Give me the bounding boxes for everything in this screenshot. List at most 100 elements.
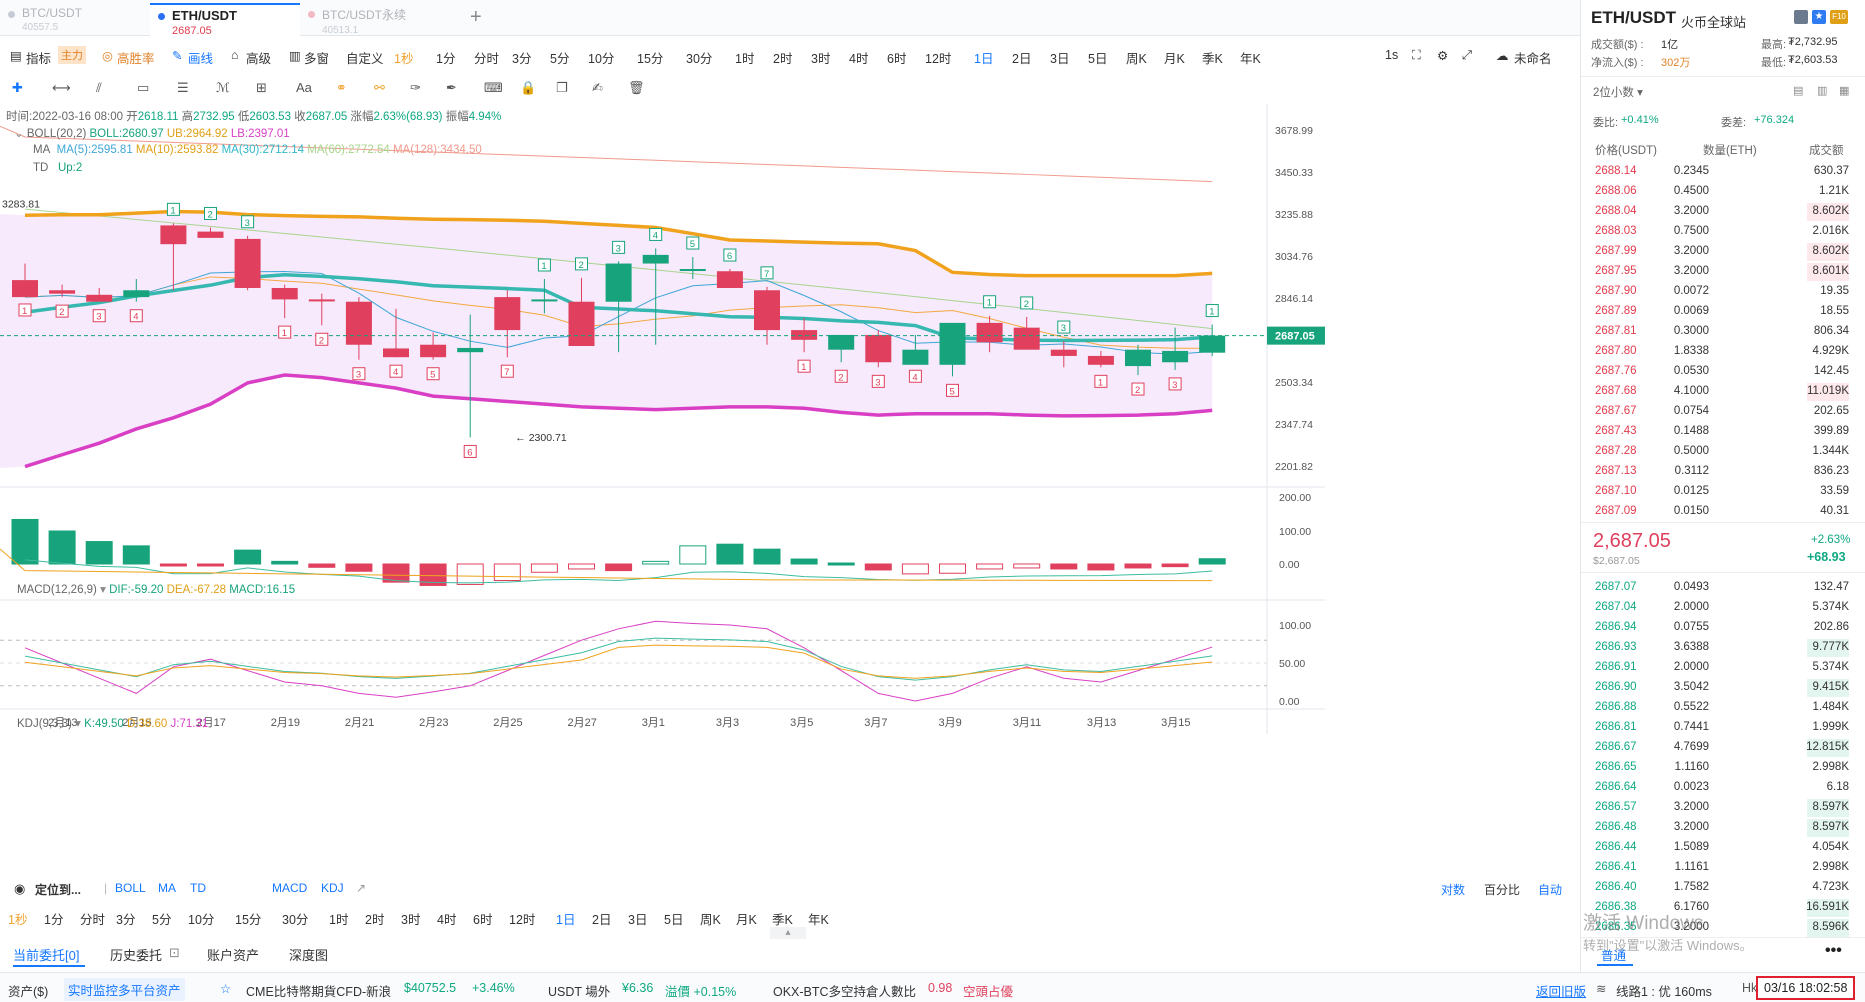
ask-row[interactable]: 2688.14 0.2345 630.37 [1581, 162, 1849, 182]
f10-icon[interactable]: F10 [1830, 10, 1848, 24]
tf-button[interactable]: 12时 [925, 52, 952, 66]
rectangle-icon[interactable]: ▭ [137, 80, 150, 95]
tf-button[interactable]: 15分 [637, 52, 664, 66]
bid-row[interactable]: 2686.65 1.1160 2.998K [1581, 758, 1849, 778]
bid-row[interactable]: 2686.64 0.0023 6.18 [1581, 778, 1849, 798]
crosshair-icon[interactable]: ✚ [12, 80, 23, 95]
timeframe-button[interactable]: 5分 [152, 913, 172, 927]
bid-row[interactable]: 2686.40 1.7582 4.723K [1581, 878, 1849, 898]
more-icon[interactable]: ••• [1825, 942, 1842, 959]
tf-button[interactable]: 年K [1240, 52, 1261, 66]
parallel-lines-icon[interactable]: ☰ [177, 80, 189, 95]
timeframe-button[interactable]: 12时 [509, 913, 536, 927]
tf-button[interactable]: 月K [1164, 52, 1185, 66]
tf-button[interactable]: 3时 [811, 52, 831, 66]
timeframe-button[interactable]: 1时 [329, 913, 349, 927]
tf-button[interactable]: 4时 [849, 52, 869, 66]
timeframe-button[interactable]: 3日 [628, 913, 648, 927]
ask-row[interactable]: 2687.90 0.0072 19.35 [1581, 282, 1849, 302]
interval-readout[interactable]: 1s [1385, 48, 1399, 62]
horizontal-line-icon[interactable]: ⟷ [52, 80, 71, 95]
add-tab-icon[interactable]: + [470, 6, 482, 28]
log-scale-button[interactable]: 对数 [1441, 883, 1466, 897]
ask-row[interactable]: 2687.43 0.1488 399.89 [1581, 422, 1849, 442]
timeframe-button[interactable]: 2日 [592, 913, 612, 927]
ask-row[interactable]: 2687.89 0.0069 18.55 [1581, 302, 1849, 322]
link-icon[interactable]: ⚯ [374, 80, 385, 95]
ask-row[interactable]: 2687.95 3.2000 8.601K [1581, 262, 1849, 282]
ask-row[interactable]: 2687.28 0.5000 1.344K [1581, 442, 1849, 462]
trash-icon[interactable]: 🗑 [628, 80, 645, 95]
ask-row[interactable]: 2687.10 0.0125 33.59 [1581, 482, 1849, 502]
custom-button[interactable]: 自定义 [346, 52, 384, 66]
brush-icon[interactable]: ✑ [410, 80, 421, 95]
bid-row[interactable]: 2686.90 3.5042 9.415K [1581, 678, 1849, 698]
copy-icon[interactable]: ❐ [556, 80, 568, 95]
tab-btc-usdt[interactable]: BTC/USDT 40557.5 [0, 3, 150, 36]
win-rate-button[interactable]: 高胜率 [117, 52, 155, 66]
tf-button[interactable]: 6时 [887, 52, 907, 66]
timeframe-button[interactable]: 4时 [437, 913, 457, 927]
bid-row[interactable]: 2687.04 2.0000 5.374K [1581, 598, 1849, 618]
indicator-button[interactable]: 指标 [26, 52, 52, 66]
draw-button[interactable]: 画线 [188, 52, 214, 66]
tf-button[interactable]: 1时 [735, 52, 755, 66]
account-assets-tab[interactable]: 账户资产 [207, 948, 260, 963]
timeframe-button[interactable]: 月K [736, 913, 757, 927]
edit-indicator-icon[interactable]: ↗ [356, 881, 367, 895]
timeframe-button[interactable]: 6时 [473, 913, 493, 927]
tf-button[interactable]: 30分 [686, 52, 713, 66]
tab-btc-perp[interactable]: BTC/USDT永续 40513.1 [300, 3, 450, 36]
timeframe-button[interactable]: 10分 [188, 913, 215, 927]
ask-row[interactable]: 2687.99 3.2000 8.602K [1581, 242, 1849, 262]
main-force-badge[interactable]: 主力 [58, 46, 86, 64]
history-orders-tab[interactable]: 历史委托 [110, 948, 163, 963]
bid-row[interactable]: 2687.07 0.0493 132.47 [1581, 578, 1849, 598]
bid-row[interactable]: 2686.91 2.0000 5.374K [1581, 658, 1849, 678]
ask-row[interactable]: 2688.06 0.4500 1.21K [1581, 182, 1849, 202]
ask-row[interactable]: 2687.81 0.3000 806.34 [1581, 322, 1849, 342]
td-toggle[interactable]: TD [190, 881, 206, 895]
ask-row[interactable]: 2687.68 4.1000 11.019K [1581, 382, 1849, 402]
tf-button[interactable]: 5分 [550, 52, 570, 66]
tf-button[interactable]: 季K [1202, 52, 1223, 66]
bid-row[interactable]: 2686.88 0.5522 1.484K [1581, 698, 1849, 718]
bid-row[interactable]: 2686.57 3.2000 8.597K [1581, 798, 1849, 818]
timeframe-button[interactable]: 30分 [282, 913, 309, 927]
bid-row[interactable]: 2686.93 3.6388 9.777K [1581, 638, 1849, 658]
bid-row[interactable]: 2686.67 4.7699 12.815K [1581, 738, 1849, 758]
old-version-link[interactable]: 返回旧版 [1536, 985, 1587, 999]
tf-button[interactable]: 10分 [588, 52, 615, 66]
pen-icon[interactable]: ✒ [446, 80, 457, 95]
boll-toggle[interactable]: BOLL [115, 881, 146, 895]
macd-toggle[interactable]: MACD [272, 881, 308, 895]
bid-row[interactable]: 2686.44 1.5089 4.054K [1581, 838, 1849, 858]
ask-row[interactable]: 2688.03 0.7500 2.016K [1581, 222, 1849, 242]
book-bids-icon[interactable]: ▥ [1817, 85, 1828, 97]
bid-row[interactable]: 2686.48 3.2000 8.597K [1581, 818, 1849, 838]
share-icon[interactable] [1794, 10, 1808, 24]
tf-button[interactable]: 3日 [1050, 52, 1070, 66]
edit-icon[interactable]: ✍ [592, 80, 603, 95]
book-asks-icon[interactable]: ▦ [1839, 85, 1850, 97]
percent-scale-button[interactable]: 百分比 [1484, 883, 1521, 897]
tf-1s[interactable]: 1秒 [394, 52, 414, 66]
star-icon[interactable]: ☆ [220, 982, 232, 996]
export-icon[interactable]: ⊡ [169, 945, 180, 960]
settings-icon[interactable]: ⚙ [1437, 49, 1449, 63]
tf-button[interactable]: 分时 [474, 52, 500, 66]
locate-button[interactable]: 定位到... [35, 883, 82, 897]
timeframe-button[interactable]: 2时 [365, 913, 385, 927]
bid-row[interactable]: 2686.94 0.0755 202.86 [1581, 618, 1849, 638]
ask-row[interactable]: 2688.04 3.2000 8.602K [1581, 202, 1849, 222]
tf-button[interactable]: 3分 [512, 52, 532, 66]
tf-button[interactable]: 5日 [1088, 52, 1108, 66]
text-icon[interactable]: Aa [296, 80, 312, 95]
auto-scale-button[interactable]: 自动 [1538, 883, 1563, 897]
expand-icon[interactable]: ⤢ [1462, 48, 1473, 62]
tf-button[interactable]: 1日 [974, 52, 994, 66]
bid-row[interactable]: 2686.35 3.2000 8.596K [1581, 918, 1849, 938]
magnet-icon[interactable]: ⚭ [336, 80, 347, 95]
timeframe-button[interactable]: 1日 [556, 913, 576, 927]
layout-name[interactable]: 未命名 [1514, 52, 1552, 66]
